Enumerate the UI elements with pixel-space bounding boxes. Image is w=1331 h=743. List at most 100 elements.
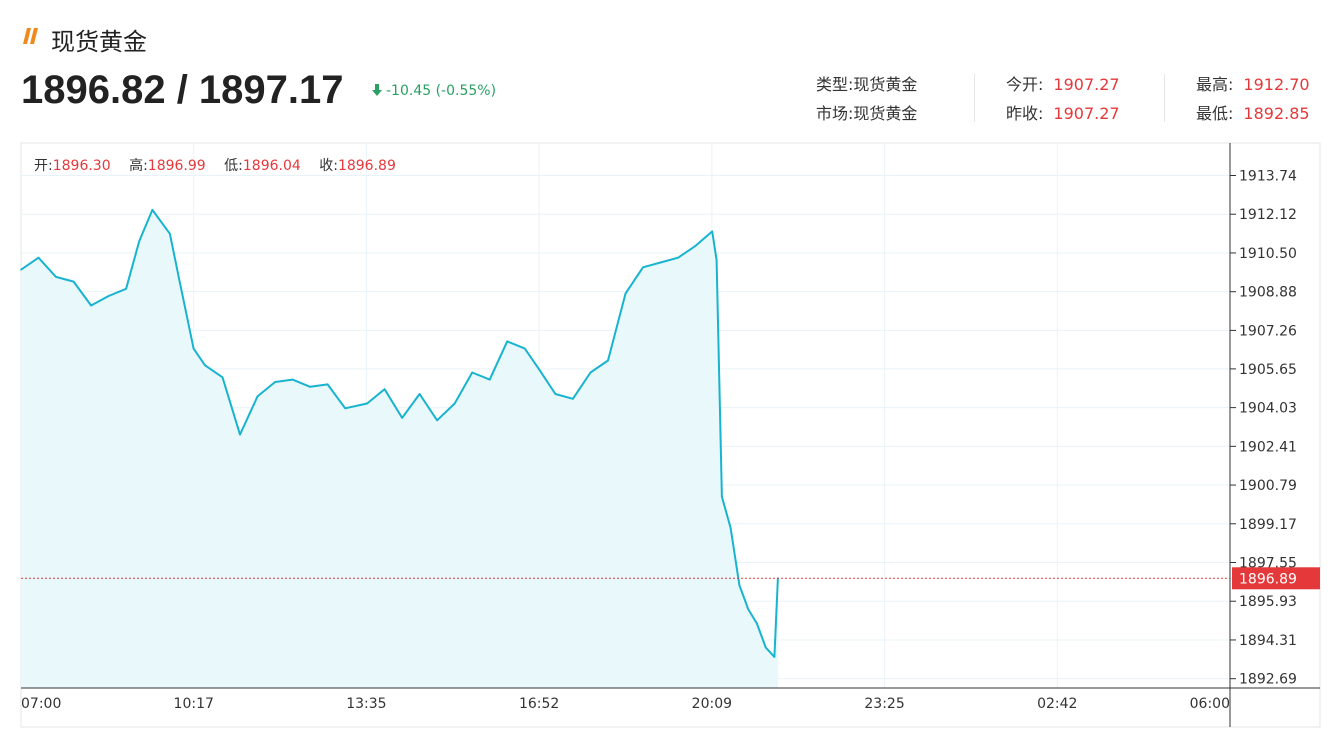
price-point — [756, 622, 758, 625]
ohlc-high-label: 高: — [129, 158, 148, 174]
price-point — [471, 371, 473, 374]
open-value: 1907.27 — [1053, 75, 1120, 94]
y-tick-label: 1900.79 — [1239, 478, 1297, 494]
high-label: 最高: — [1196, 75, 1234, 94]
price-point — [747, 608, 749, 610]
x-tick-label: 02:42 — [1037, 696, 1077, 712]
price-point — [554, 393, 557, 395]
x-tick-label: 10:17 — [174, 696, 214, 712]
price-change-value: -10.45 (-0.55%) — [386, 83, 497, 99]
prev-close-value: 1907.27 — [1053, 104, 1120, 123]
price-point — [138, 240, 141, 242]
price-point — [274, 381, 276, 383]
low-value: 1892.85 — [1243, 104, 1310, 123]
price-point — [383, 388, 386, 391]
type-label: 类型: — [816, 75, 854, 94]
price-point — [418, 393, 421, 395]
info-divider — [1164, 74, 1165, 122]
price-point — [90, 304, 92, 307]
type-value: 现货黄金 — [853, 75, 918, 94]
price-point — [221, 376, 224, 379]
y-tick-label: 1907.26 — [1239, 323, 1297, 339]
y-tick-label: 1908.88 — [1239, 285, 1297, 301]
price-point — [729, 527, 732, 529]
y-tick-label: 1899.17 — [1239, 517, 1297, 533]
brand-logo-icon — [23, 28, 38, 44]
x-tick-label: 23:25 — [864, 696, 904, 712]
price-point — [677, 256, 679, 259]
y-tick-label: 1913.74 — [1239, 169, 1297, 185]
price-point — [773, 656, 776, 658]
price-point — [506, 340, 509, 343]
current-price-marker — [1232, 567, 1320, 590]
price-point — [572, 397, 574, 400]
prev-close-label: 昨收: — [1006, 104, 1044, 123]
ohlc-low-value: 1896.04 — [242, 158, 301, 174]
info-open-prev: 今开: 1907.27 昨收: 1907.27 — [1006, 70, 1120, 128]
bid-ask-price: 1896.82 / 1897.17 — [21, 68, 344, 112]
x-tick-label: 13:35 — [346, 696, 386, 712]
price-change: -10.45 (-0.55%) — [372, 83, 496, 99]
price-point — [309, 386, 311, 388]
price-point — [694, 244, 697, 247]
y-tick-label: 1895.93 — [1239, 594, 1297, 610]
price-point — [764, 646, 767, 649]
price-point — [344, 407, 346, 410]
current-price-label: 1896.89 — [1239, 571, 1297, 587]
price-point — [55, 276, 57, 278]
price-point — [151, 209, 154, 211]
y-tick-label: 1902.41 — [1239, 439, 1297, 455]
price-point — [177, 276, 180, 278]
ohlc-open-label: 开: — [34, 158, 53, 174]
price-point — [488, 378, 491, 381]
price-point — [72, 280, 75, 283]
price-point — [256, 395, 259, 398]
info-type-market: 类型:现货黄金 市场:现货黄金 — [816, 70, 917, 128]
y-tick-label: 1912.12 — [1239, 207, 1297, 223]
y-tick-label: 1894.31 — [1239, 633, 1297, 649]
price-point — [711, 230, 714, 233]
price-point — [659, 261, 662, 264]
ohlc-low-label: 低: — [224, 158, 243, 174]
market-label: 市场: — [816, 104, 854, 123]
price-point — [366, 402, 368, 405]
price-point — [523, 347, 526, 350]
price-point — [738, 584, 741, 587]
price-point — [125, 288, 127, 290]
ohlc-readout: 开:1896.30 高:1896.99 低:1896.04 收:1896.89 — [34, 155, 410, 175]
x-tick-label: 20:09 — [692, 696, 732, 712]
page-title: 现货黄金 — [51, 28, 147, 56]
high-value: 1912.70 — [1243, 75, 1310, 94]
price-point — [169, 233, 171, 235]
price-point — [607, 359, 609, 362]
ohlc-close-value: 1896.89 — [337, 158, 396, 174]
x-tick-label: 07:00 — [21, 696, 61, 712]
price-point — [589, 371, 592, 374]
y-tick-label: 1904.03 — [1239, 401, 1297, 417]
x-tick-label: 06:00 — [1190, 696, 1230, 712]
y-tick-label: 1892.69 — [1239, 672, 1297, 688]
price-point — [326, 383, 329, 386]
price-point — [436, 419, 438, 422]
price-point — [538, 369, 541, 371]
open-label: 今开: — [1006, 75, 1044, 94]
ohlc-open-value: 1896.30 — [52, 158, 111, 174]
price-point — [291, 378, 294, 381]
x-tick-label: 16:52 — [519, 696, 559, 712]
arrow-down-icon — [372, 84, 382, 96]
price-point — [715, 259, 718, 261]
price-point — [453, 402, 456, 405]
price-point — [239, 433, 241, 436]
price-area — [21, 209, 778, 688]
info-high-low: 最高: 1912.70 最低: 1892.85 — [1196, 70, 1310, 128]
price-point — [107, 295, 110, 297]
low-label: 最低: — [1196, 104, 1234, 123]
price-point — [721, 495, 723, 498]
price-point — [624, 292, 627, 295]
market-value: 现货黄金 — [853, 104, 918, 123]
y-tick-label: 1905.65 — [1239, 362, 1297, 378]
ohlc-close-label: 收: — [319, 158, 338, 174]
price-point — [401, 417, 403, 419]
price-point — [192, 347, 195, 350]
